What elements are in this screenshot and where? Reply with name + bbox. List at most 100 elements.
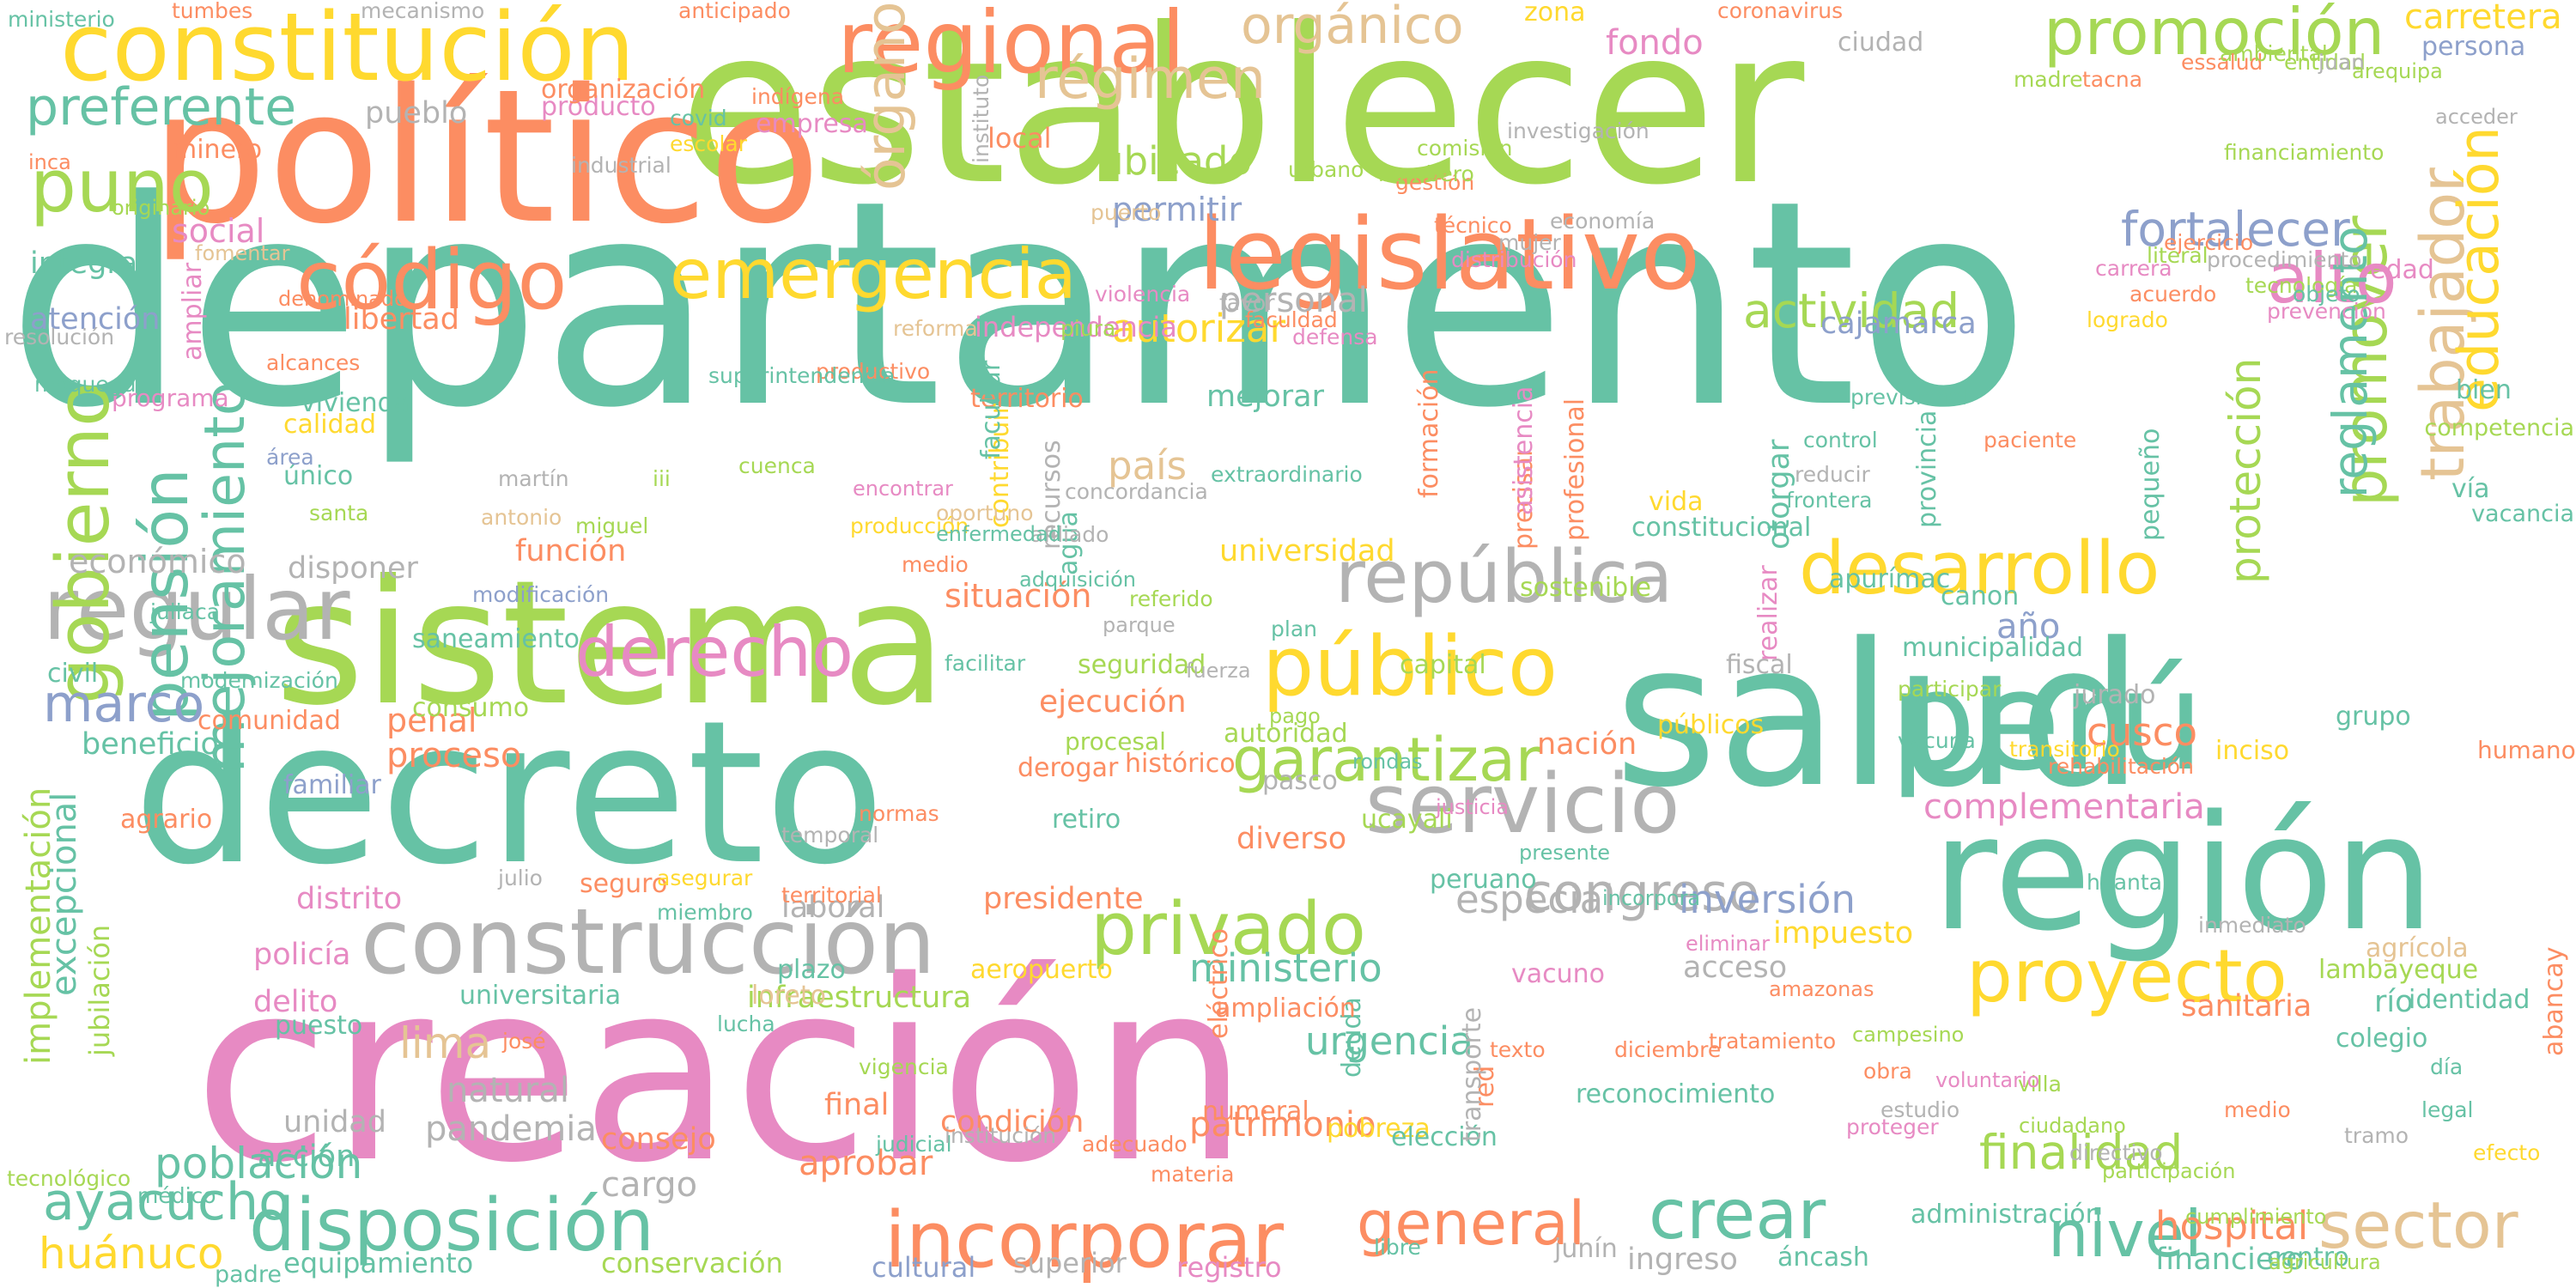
word-via: vía <box>2451 474 2490 504</box>
word-martin: martín <box>498 466 569 491</box>
word-libre: libre <box>1374 1235 1421 1260</box>
word-colegio: colegio <box>2336 1024 2428 1054</box>
word-pago: pago <box>1269 704 1321 728</box>
word-republica: república <box>1335 535 1674 620</box>
word-miguel: miguel <box>575 513 649 538</box>
word-huanta: huanta <box>2087 870 2162 895</box>
word-derecho: derecho <box>575 612 854 692</box>
word-fondo: fondo <box>1606 23 1704 63</box>
word-medio: medio <box>902 552 969 577</box>
word-actividad: actividad <box>1743 283 1960 338</box>
word-adquisicion: adquisición <box>1019 568 1136 592</box>
word-parque: parque <box>1103 613 1176 637</box>
word-apurimac: apurímac <box>1829 564 1951 594</box>
word-constitucional: constitucional <box>1631 513 1812 543</box>
word-carretera: carretera <box>2404 0 2562 37</box>
word-sanitaria: sanitaria <box>2181 989 2312 1024</box>
word-huanuco: huánuco <box>39 1229 224 1279</box>
word-puno: puno <box>30 144 214 229</box>
word-organico: orgánico <box>1241 0 1464 56</box>
word-constitucion: constitución <box>60 0 635 102</box>
word-extraordinario: extraordinario <box>1211 462 1363 487</box>
word-tumbes: tumbes <box>172 0 253 23</box>
word-identidad: identidad <box>2409 985 2530 1015</box>
word-fortalecer: fortalecer <box>2121 202 2350 257</box>
word-municipalidad: municipalidad <box>1902 633 2083 663</box>
word-vacancia: vacancia <box>2471 501 2574 527</box>
word-centro: centro <box>2267 1242 2349 1273</box>
word-promocion: promoción <box>2044 0 2385 70</box>
word-cargo: cargo <box>601 1165 698 1205</box>
word-infraestructura: infraestructura <box>747 981 972 1015</box>
word-covid: covid <box>670 106 727 131</box>
word-emergencia: emergencia <box>670 234 1077 314</box>
word-peruano: peruano <box>1430 865 1537 895</box>
word-sostenible: sostenible <box>1520 573 1652 603</box>
word-garantizar: garantizar <box>1232 725 1540 795</box>
word-sector: sector <box>2318 1188 2518 1263</box>
word-natural: natural <box>447 1071 569 1110</box>
word-plan: plan <box>1271 617 1317 641</box>
word-funcion: función <box>515 534 627 568</box>
word-tramo: tramo <box>2344 1123 2409 1148</box>
word-distribucion: distribución <box>1451 247 1577 272</box>
word-materia: materia <box>1151 1162 1235 1187</box>
word-directivo: directivo <box>2069 1140 2163 1165</box>
word-administracion: administración <box>1911 1200 2102 1230</box>
word-patrimonio: patrimonio <box>1189 1105 1376 1145</box>
word-rehabilitacion: rehabilitación <box>2048 754 2194 779</box>
word-legal: legal <box>2421 1097 2474 1122</box>
word-fuerza: fuerza <box>1186 659 1251 683</box>
word-politico: político <box>150 49 822 264</box>
word-antonio: antonio <box>481 505 562 530</box>
word-pueblo: pueblo <box>365 96 468 131</box>
word-personal: personal <box>1219 281 1368 320</box>
word-moquegua: moquegua <box>34 372 149 397</box>
word-sistema: sistema <box>275 544 947 744</box>
word-diverso: diverso <box>1236 822 1347 856</box>
word-equipamiento: equipamiento <box>283 1247 474 1279</box>
word-economico: económico <box>69 543 246 580</box>
word-instituto: instituto <box>969 74 993 163</box>
word-publico: público <box>1262 620 1558 714</box>
word-delito: delito <box>253 985 338 1019</box>
word-proteccion: protección <box>2221 357 2270 584</box>
word-procesal: procesal <box>1065 727 1166 756</box>
word-ciudad: ciudad <box>1838 27 1924 58</box>
word-vacuno: vacuno <box>1511 959 1606 989</box>
word-acceso: acceso <box>1683 951 1788 985</box>
word-padre: padre <box>215 1261 282 1288</box>
word-codigo: código <box>296 234 568 328</box>
word-produccion: producción <box>850 513 969 538</box>
word-indigena: indígena <box>751 84 845 109</box>
word-complementaria: complementaria <box>1923 787 2205 827</box>
word-financiamiento: financiamiento <box>2224 140 2385 165</box>
word-frontera: frontera <box>1786 488 1873 513</box>
word-villa: villa <box>2018 1072 2062 1097</box>
word-facultar: facultar <box>976 360 1006 459</box>
word-ayacucho: ayacucho <box>43 1172 290 1232</box>
word-publicos: públicos <box>1657 710 1765 740</box>
word-economia: economía <box>1550 209 1656 234</box>
word-independencia: independencia <box>975 311 1177 343</box>
word-superior: superior <box>1013 1247 1127 1279</box>
word-universidad: universidad <box>1219 534 1395 568</box>
word-tecnico: técnico <box>1434 213 1512 238</box>
word-santa: santa <box>309 501 369 526</box>
word-cajamarca: cajamarca <box>1820 307 1977 341</box>
word-ancash: áncash <box>1777 1242 1869 1273</box>
word-inciso: inciso <box>2215 736 2290 766</box>
word-oportuno: oportuno <box>936 501 1034 526</box>
word-transporte: transporte <box>1457 1006 1487 1142</box>
word-disposicion: disposición <box>249 1183 654 1268</box>
word-lima: lima <box>399 1018 492 1068</box>
word-establecer: establecer <box>678 0 1805 232</box>
word-prevencion: prevención <box>2267 299 2386 324</box>
word-originario: originario <box>112 196 210 220</box>
word-previsional: previsional <box>1850 385 1968 410</box>
word-unico: único <box>283 461 354 491</box>
word-bombero: bombero <box>1378 161 1474 186</box>
word-efecto: efecto <box>2473 1140 2541 1165</box>
word-afiliado: afiliado <box>1030 522 1109 547</box>
word-violencia: violencia <box>1095 282 1191 307</box>
